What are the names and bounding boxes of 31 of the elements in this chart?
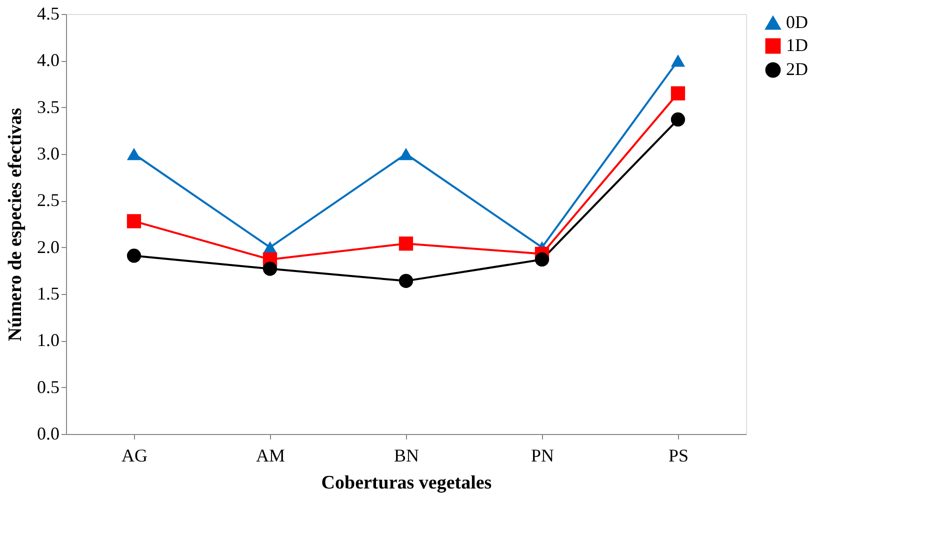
y-tick-label: 1.0 (37, 330, 60, 350)
point (398, 274, 414, 288)
point (262, 262, 278, 276)
point (126, 248, 142, 263)
y-tick-label: 0.0 (37, 424, 60, 444)
x-tick-label: PN (530, 446, 554, 466)
x-axis-title: Coberturas vegetales (321, 472, 492, 494)
legend-label: 2D (786, 59, 808, 79)
y-tick-label: 4.0 (37, 50, 60, 70)
point (670, 112, 686, 127)
y-tick-label: 2.0 (37, 236, 60, 257)
point (126, 214, 142, 228)
y-axis-title: Número de especies efectivas (5, 108, 26, 342)
x-tick-label: PS (668, 446, 689, 466)
point (398, 148, 414, 160)
x-tick-label: AG (122, 446, 148, 466)
y-tick-label: 4.5 (37, 4, 60, 24)
y-tick-label: 1.5 (37, 284, 60, 304)
point (670, 54, 686, 67)
x-tick-label: AM (256, 446, 286, 466)
x-tick-label: BN (394, 446, 420, 466)
y-tick-label: 3.0 (37, 144, 60, 164)
legend-label: 1D (786, 35, 808, 55)
point (126, 148, 142, 160)
y-tick-label: 0.5 (37, 376, 60, 397)
point (398, 236, 414, 251)
y-tick-label: 3.5 (37, 96, 60, 117)
y-tick-label: 2.5 (37, 190, 60, 210)
point (670, 86, 686, 100)
point (534, 252, 550, 267)
legend-label: 0D (786, 12, 808, 32)
